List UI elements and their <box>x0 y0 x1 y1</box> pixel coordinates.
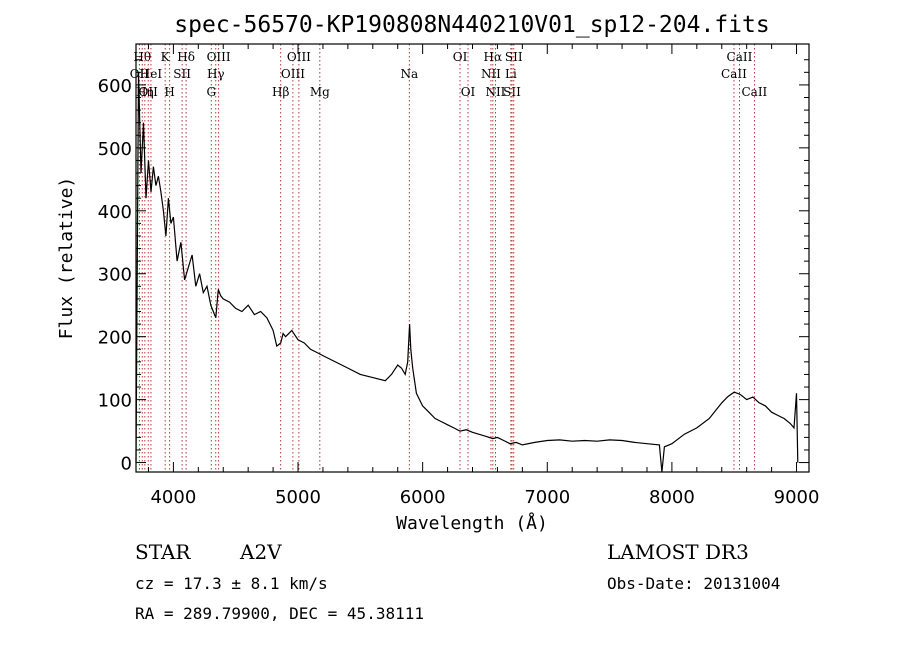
x-tick-label: 8000 <box>649 487 695 508</box>
spectral-line-label: SII <box>173 67 191 81</box>
x-axis-label: Wavelength (Å) <box>396 512 548 534</box>
spectral-line-label: Hβ <box>272 85 289 99</box>
axis-ticks: 4000 5000 6000 7000 8000 9000 0 100 200 300 400 500… <box>98 44 820 508</box>
spectral-line-label: OII <box>139 85 159 99</box>
y-tick-label: 0 <box>121 454 132 475</box>
y-tick-label: 200 <box>98 328 132 349</box>
coordinates: RA = 289.79900, DEC = 45.38111 <box>135 604 424 623</box>
y-tick-label: 300 <box>98 265 132 286</box>
x-tick-label: 5000 <box>275 487 321 508</box>
spectral-line-label: Na <box>400 67 418 81</box>
spectral-line-label: OI <box>453 50 468 64</box>
spectral-line-label: CaII <box>721 67 747 81</box>
spectral-line-label: OIII <box>281 67 305 81</box>
spectral-line-markers: OIIHθHηOIIHeIKHSIIHδGHγOIIIHβOIIIOIIIMgN… <box>130 44 768 472</box>
spectral-line-label: NII <box>481 67 501 81</box>
spectral-line-label: Hη <box>136 85 154 99</box>
chart-title: spec-56570-KP190808N440210V01_sp12-204.f… <box>174 12 769 38</box>
spectral-line-label: OIII <box>287 50 311 64</box>
redshift-value: cz = 17.3 ± 8.1 km/s <box>135 574 328 593</box>
spectral-line-label: CaII <box>741 85 767 99</box>
y-tick-label: 600 <box>98 76 132 97</box>
spectral-line-label: Hδ <box>177 50 195 64</box>
spectrum-line <box>135 72 799 473</box>
y-tick-label: 400 <box>98 202 132 223</box>
x-tick-label: 7000 <box>524 487 570 508</box>
y-axis-label: Flux (relative) <box>56 177 77 340</box>
spectral-line-label: OI <box>461 85 476 99</box>
spectral-line-label: OIII <box>207 50 231 64</box>
spectral-line-label: SII <box>503 85 521 99</box>
object-class: STAR <box>135 540 191 564</box>
spectral-line-label: H <box>164 85 174 99</box>
spectral-line-label: HeI <box>140 67 163 81</box>
spectral-line-label: K <box>161 50 171 64</box>
obs-date: Obs-Date: 20131004 <box>607 574 781 593</box>
spectral-line-label: Mg <box>310 85 330 99</box>
spectral-line-label: NII <box>485 85 505 99</box>
plot-frame <box>135 43 810 473</box>
spectral-line-label: OII <box>130 67 150 81</box>
spectral-line-label: SII <box>505 50 523 64</box>
spectral-line-label: Hα <box>484 50 503 64</box>
object-subclass: A2V <box>240 540 282 564</box>
x-tick-label: 9000 <box>774 487 820 508</box>
y-tick-label: 100 <box>98 391 132 412</box>
spectral-line-label: G <box>206 85 216 99</box>
survey-name: LAMOST DR3 <box>607 540 749 564</box>
x-tick-label: 4000 <box>150 487 196 508</box>
spectral-line-label: Li <box>505 67 517 81</box>
spectral-line-label: Hθ <box>133 50 151 64</box>
x-tick-label: 6000 <box>400 487 446 508</box>
y-tick-label: 500 <box>98 139 132 160</box>
spectral-line-label: Hγ <box>207 67 225 81</box>
spectral-line-label: CaII <box>727 50 753 64</box>
